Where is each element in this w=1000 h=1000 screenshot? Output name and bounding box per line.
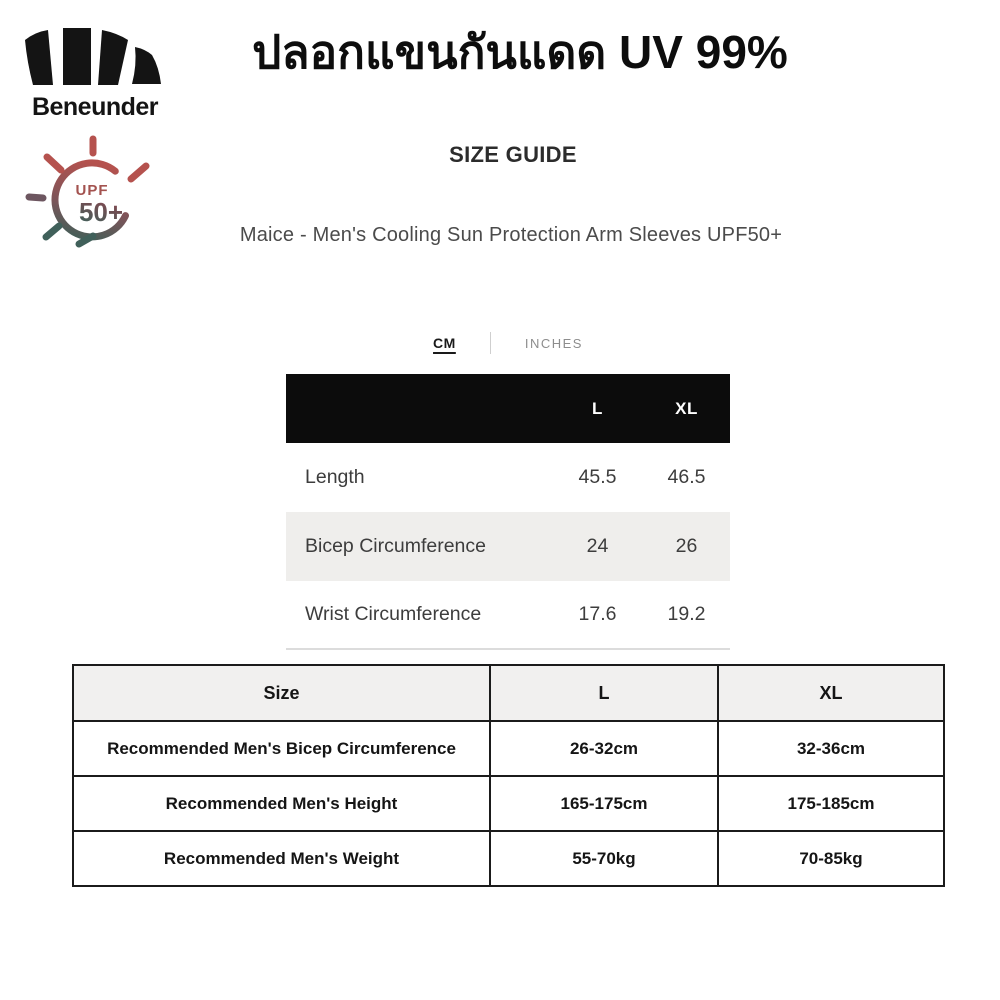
value-l: 17.6 <box>578 603 617 625</box>
table-row-wrist: Wrist Circumference 17.6 19.2 <box>286 581 730 648</box>
value-xl: 175-185cm <box>717 775 945 832</box>
upf-badge-text: UPF <box>76 182 109 199</box>
row-label: Recommended Men's Weight <box>72 830 491 887</box>
value-l: 24 <box>586 535 609 557</box>
unit-tab-cm[interactable]: CM <box>433 335 456 351</box>
value-xl: 70-85kg <box>717 830 945 887</box>
row-label: Recommended Men's Height <box>72 775 491 832</box>
unit-toggle-divider <box>489 332 491 354</box>
table-row-rec-weight: Recommended Men's Weight 55-70kg 70-85kg <box>72 830 945 887</box>
table-row-length: Length 45.5 46.5 <box>286 443 730 512</box>
table-row-rec-height: Recommended Men's Height 165-175cm 175-1… <box>72 775 945 832</box>
header-xl: XL <box>717 664 945 722</box>
value-xl: 26 <box>675 535 698 557</box>
value-xl: 19.2 <box>667 603 706 625</box>
table-row-bicep: Bicep Circumference 24 26 <box>286 512 730 581</box>
upf-50-badge: UPF 50+ <box>25 133 150 256</box>
recommendation-header-row: Size L XL <box>72 664 945 722</box>
measurement-table-header: L XL <box>286 374 730 443</box>
size-column-header-l: L <box>592 398 603 418</box>
page-title: ปลอกแขนกันแดด UV 99% <box>252 26 788 78</box>
value-xl: 32-36cm <box>717 720 945 777</box>
unit-toggle: CM INCHES <box>286 330 730 356</box>
product-subtitle: Maice - Men's Cooling Sun Protection Arm… <box>239 224 783 246</box>
brand-name: Beneunder <box>31 93 159 121</box>
size-guide-heading: SIZE GUIDE <box>449 142 577 167</box>
beneunder-logo-icon <box>25 28 161 85</box>
row-label: Recommended Men's Bicep Circumference <box>72 720 491 777</box>
table-row-rec-bicep: Recommended Men's Bicep Circumference 26… <box>72 720 945 777</box>
brand-block: Beneunder <box>25 27 165 122</box>
value-l: 26-32cm <box>489 720 719 777</box>
value-l: 55-70kg <box>489 830 719 887</box>
header-size: Size <box>72 664 491 722</box>
value-l: 165-175cm <box>489 775 719 832</box>
header-l: L <box>489 664 719 722</box>
row-label: Wrist Circumference <box>305 603 482 625</box>
recommendation-table: Size L XL Recommended Men's Bicep Circum… <box>72 664 945 887</box>
value-xl: 46.5 <box>667 466 706 488</box>
upf-sun-icon: UPF 50+ <box>25 135 150 248</box>
unit-tab-inches[interactable]: INCHES <box>524 335 583 351</box>
measurement-table: Length 45.5 46.5 Bicep Circumference 24 … <box>286 443 730 650</box>
upf-badge-number: 50+ <box>79 197 123 227</box>
size-column-header-xl: XL <box>675 398 698 418</box>
row-label: Length <box>305 466 365 488</box>
row-label: Bicep Circumference <box>305 535 486 557</box>
value-l: 45.5 <box>578 466 617 488</box>
